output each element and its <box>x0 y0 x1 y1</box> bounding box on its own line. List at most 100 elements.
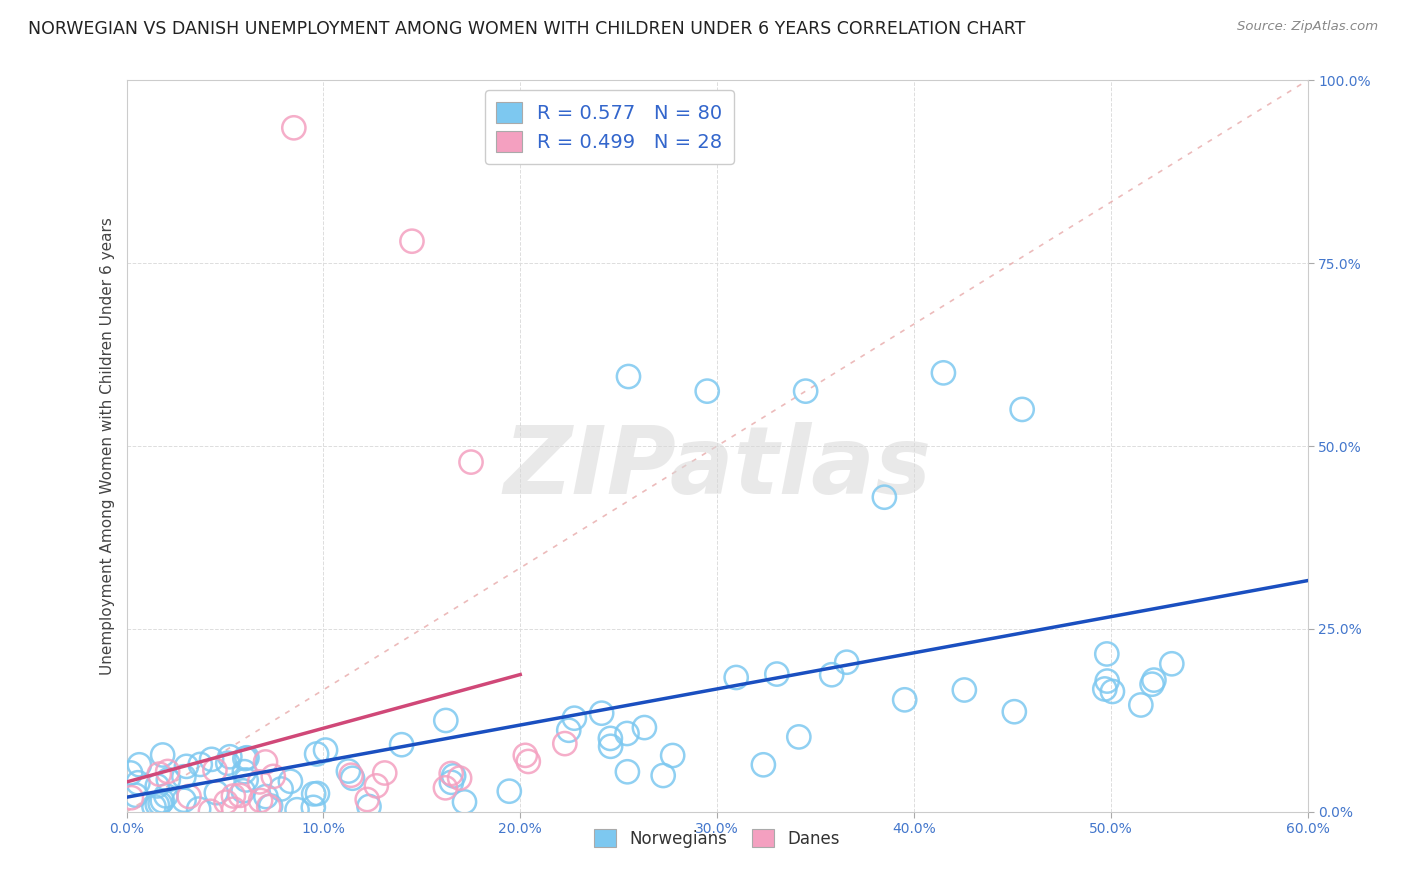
Point <box>173 770 195 784</box>
Point <box>932 366 955 380</box>
Point <box>307 787 329 801</box>
Point <box>633 721 655 735</box>
Point <box>1094 681 1116 696</box>
Point <box>249 775 271 789</box>
Point <box>794 384 817 399</box>
Point <box>821 667 844 681</box>
Point <box>515 748 537 763</box>
Point <box>498 784 520 798</box>
Point <box>1002 705 1025 719</box>
Point <box>176 759 198 773</box>
Point <box>652 768 675 782</box>
Text: Source: ZipAtlas.com: Source: ZipAtlas.com <box>1237 20 1378 33</box>
Point <box>661 748 683 763</box>
Point <box>233 751 256 765</box>
Point <box>128 757 150 772</box>
Point <box>752 757 775 772</box>
Point <box>453 795 475 809</box>
Point <box>188 757 211 772</box>
Point <box>236 751 259 765</box>
Point <box>517 755 540 769</box>
Point <box>302 800 325 814</box>
Point <box>1129 698 1152 712</box>
Point <box>229 789 252 803</box>
Point <box>150 794 173 808</box>
Point <box>401 234 423 248</box>
Point <box>1143 673 1166 687</box>
Point <box>305 747 328 761</box>
Text: NORWEGIAN VS DANISH UNEMPLOYMENT AMONG WOMEN WITH CHILDREN UNDER 6 YEARS CORRELA: NORWEGIAN VS DANISH UNEMPLOYMENT AMONG W… <box>28 20 1025 37</box>
Point <box>356 792 378 806</box>
Point <box>616 764 638 779</box>
Point <box>215 795 238 809</box>
Point <box>200 752 222 766</box>
Point <box>443 769 465 783</box>
Point <box>177 789 200 804</box>
Point <box>155 789 177 803</box>
Point <box>217 756 239 771</box>
Point <box>204 763 226 777</box>
Point <box>233 764 256 779</box>
Point <box>222 802 245 816</box>
Point <box>564 711 586 725</box>
Point <box>1101 684 1123 698</box>
Point <box>270 782 292 797</box>
Point <box>1095 647 1118 661</box>
Point <box>434 714 457 728</box>
Point <box>222 789 245 803</box>
Point <box>156 764 179 779</box>
Point <box>218 749 240 764</box>
Point <box>953 683 976 698</box>
Point <box>617 369 640 384</box>
Point <box>235 772 257 787</box>
Point <box>558 723 581 738</box>
Point <box>366 779 388 793</box>
Point <box>1160 657 1182 671</box>
Point <box>591 706 613 721</box>
Point <box>440 766 463 780</box>
Point <box>283 120 305 135</box>
Point <box>554 737 576 751</box>
Point <box>152 747 174 762</box>
Point <box>787 730 810 744</box>
Point <box>254 755 277 769</box>
Point <box>157 772 180 787</box>
Point <box>766 667 789 681</box>
Point <box>259 799 281 814</box>
Point <box>873 490 896 504</box>
Point <box>1011 402 1033 417</box>
Point <box>257 799 280 814</box>
Point <box>357 799 380 814</box>
Point <box>374 766 396 780</box>
Point <box>280 774 302 789</box>
Point <box>391 738 413 752</box>
Point <box>146 797 169 812</box>
Point <box>125 789 148 803</box>
Point <box>285 803 308 817</box>
Point <box>232 784 254 798</box>
Point <box>254 789 277 804</box>
Point <box>302 787 325 801</box>
Point <box>143 799 166 814</box>
Text: ZIPatlas: ZIPatlas <box>503 422 931 514</box>
Point <box>1095 674 1118 689</box>
Point <box>200 805 222 819</box>
Point <box>262 769 284 783</box>
Legend: Norwegians, Danes: Norwegians, Danes <box>588 822 846 855</box>
Point <box>835 655 858 669</box>
Point <box>173 793 195 807</box>
Point <box>337 764 360 778</box>
Point <box>120 766 142 780</box>
Point <box>120 790 142 805</box>
Point <box>340 768 363 782</box>
Point <box>1140 677 1163 691</box>
Point <box>440 775 463 789</box>
Point <box>725 671 748 685</box>
Point <box>616 726 638 740</box>
Point <box>460 455 482 469</box>
Point <box>127 776 149 790</box>
Point <box>187 802 209 816</box>
Y-axis label: Unemployment Among Women with Children Under 6 years: Unemployment Among Women with Children U… <box>100 217 115 675</box>
Point <box>149 797 172 811</box>
Point <box>696 384 718 399</box>
